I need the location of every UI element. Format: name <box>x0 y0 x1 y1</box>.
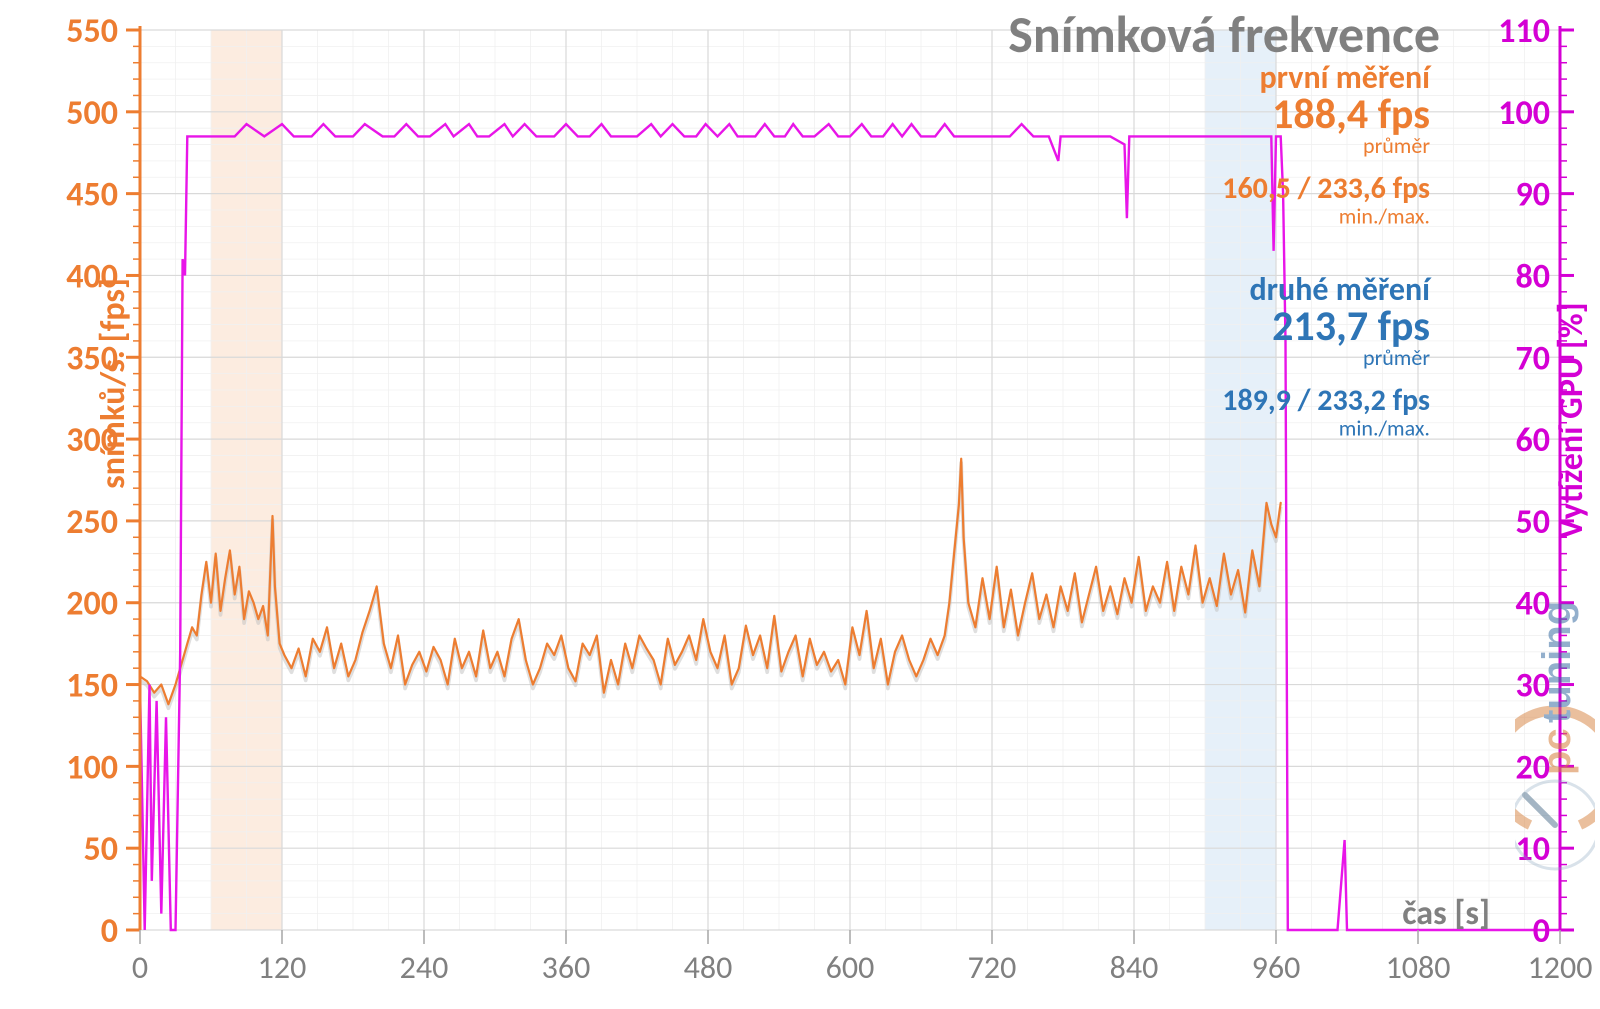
svg-text:50: 50 <box>84 829 118 870</box>
x-axis-label: čas [s] <box>1402 893 1490 934</box>
svg-text:480: 480 <box>684 948 733 987</box>
svg-text:0: 0 <box>132 948 148 987</box>
svg-text:240: 240 <box>400 948 449 987</box>
right-axis-label: Vytížení GPU [%] <box>1551 302 1592 539</box>
svg-text:110: 110 <box>1498 11 1550 52</box>
chart-canvas: 050100150200250300350400450500550snímků/… <box>0 0 1600 1009</box>
svg-text:500: 500 <box>66 93 118 134</box>
svg-text:600: 600 <box>826 948 875 987</box>
svg-text:960: 960 <box>1252 948 1301 987</box>
fps-gpu-chart: 050100150200250300350400450500550snímků/… <box>0 0 1600 1009</box>
grid <box>140 30 1560 930</box>
svg-text:100: 100 <box>66 747 118 788</box>
svg-text:550: 550 <box>66 11 118 52</box>
svg-text:90: 90 <box>1516 175 1550 216</box>
svg-text:200: 200 <box>66 584 118 625</box>
chart-title: Snímková frekvence <box>1008 2 1440 66</box>
svg-text:1200: 1200 <box>1528 948 1593 987</box>
svg-text:0: 0 <box>101 911 118 952</box>
svg-text:60: 60 <box>1516 420 1550 461</box>
svg-text:50: 50 <box>1516 502 1550 543</box>
svg-text:průměr: průměr <box>1363 344 1430 371</box>
svg-text:0: 0 <box>1533 911 1550 952</box>
svg-text:70: 70 <box>1516 338 1550 379</box>
svg-text:120: 120 <box>258 948 307 987</box>
svg-text:720: 720 <box>968 948 1017 987</box>
svg-text:250: 250 <box>66 502 118 543</box>
left-axis-label: snímků/s. [fps] <box>93 278 134 489</box>
svg-text:10: 10 <box>1516 829 1550 870</box>
svg-text:min./max.: min./max. <box>1339 415 1430 442</box>
svg-text:min./max.: min./max. <box>1339 203 1430 230</box>
svg-text:80: 80 <box>1516 256 1550 297</box>
svg-text:20: 20 <box>1516 747 1550 788</box>
svg-text:150: 150 <box>66 666 118 707</box>
svg-text:360: 360 <box>542 948 591 987</box>
svg-text:průměr: průměr <box>1363 132 1430 159</box>
svg-text:450: 450 <box>66 175 118 216</box>
svg-text:40: 40 <box>1516 584 1550 625</box>
svg-text:100: 100 <box>1498 93 1550 134</box>
svg-text:840: 840 <box>1110 948 1159 987</box>
svg-text:1080: 1080 <box>1386 948 1451 987</box>
svg-text:30: 30 <box>1516 666 1550 707</box>
